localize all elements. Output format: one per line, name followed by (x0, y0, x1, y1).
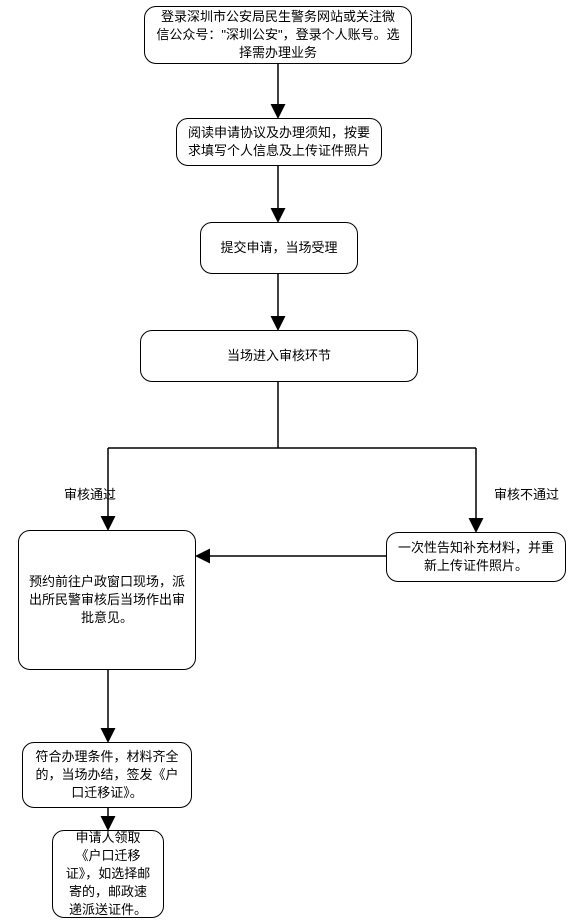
connectors (0, 0, 572, 922)
